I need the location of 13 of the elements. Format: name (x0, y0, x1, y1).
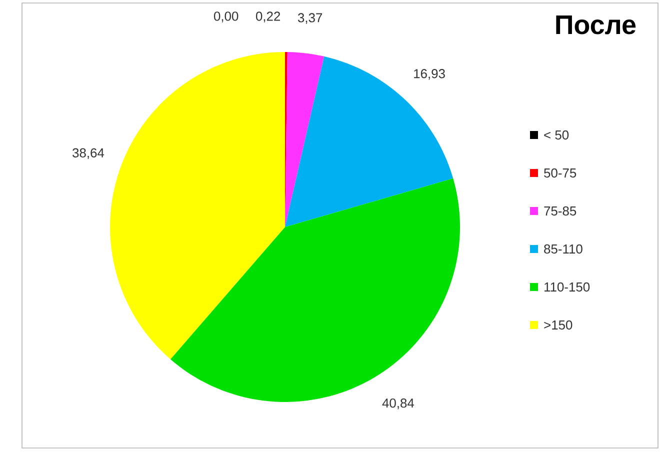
legend-label: 75-85 (544, 206, 576, 216)
chart-title: После (556, 16, 636, 34)
data-label: 40,84 (382, 398, 414, 410)
legend-label: 110-150 (544, 282, 590, 292)
data-label: 38,64 (72, 148, 104, 159)
data-label: 0,22 (256, 12, 280, 22)
text: 0,00 (214, 12, 238, 22)
legend-label: >150 (544, 320, 572, 330)
data-label: 3,37 (298, 13, 322, 24)
data-label: 16,93 (414, 69, 445, 80)
legend-label: 50-75 (544, 168, 576, 178)
legend-label: 85-110 (544, 244, 582, 254)
legend-label: < 50 (544, 130, 569, 140)
